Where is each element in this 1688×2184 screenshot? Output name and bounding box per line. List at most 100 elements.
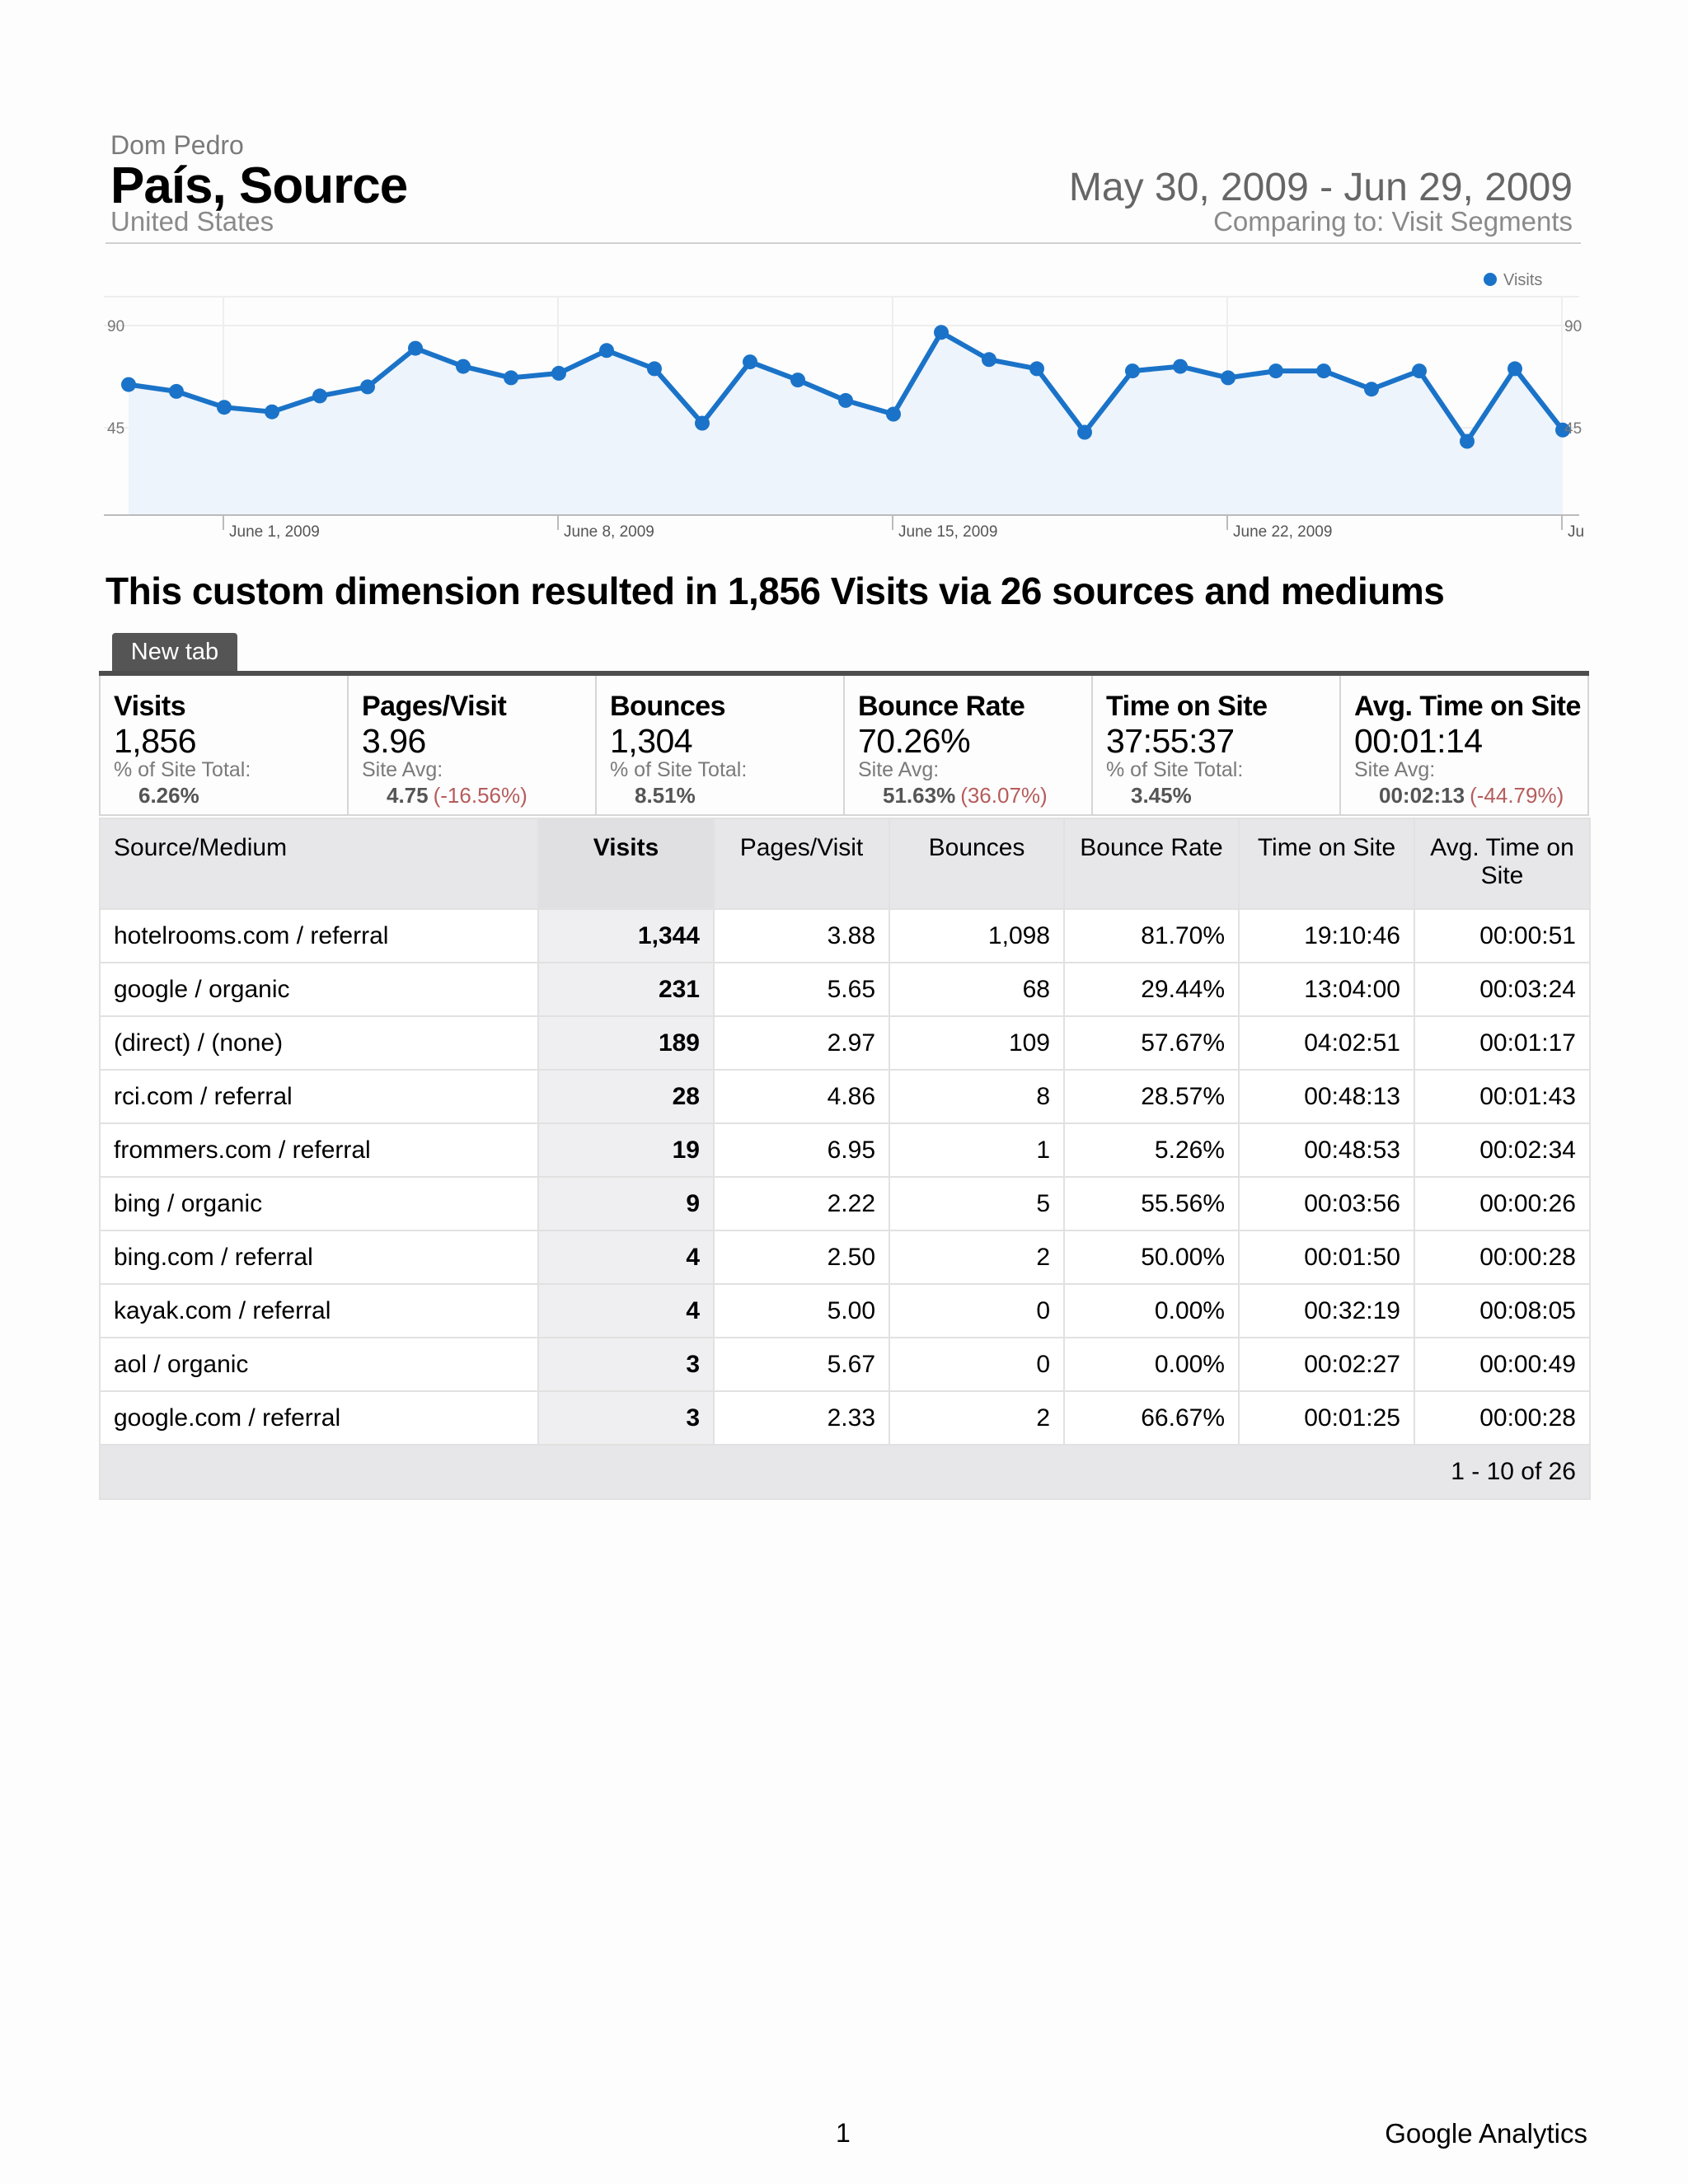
legend-marker bbox=[1484, 273, 1497, 286]
column-header-pages-visit[interactable]: Pages/Visit bbox=[713, 818, 890, 910]
data-point[interactable] bbox=[1316, 363, 1331, 379]
column-header-avg-time-on-site[interactable]: Avg. Time on Site bbox=[1414, 818, 1591, 910]
data-point[interactable] bbox=[743, 354, 757, 370]
table-cell: 109 bbox=[889, 1015, 1065, 1071]
table-cell: 4.86 bbox=[713, 1069, 890, 1124]
legend-label-visits: Visits bbox=[1503, 271, 1542, 289]
x-tick-label: Ju bbox=[1568, 523, 1584, 541]
report-header: Dom Pedro País, Source United States May… bbox=[106, 130, 1581, 244]
table-cell: 4 bbox=[537, 1283, 715, 1338]
column-header-source-medium[interactable]: Source/Medium bbox=[99, 818, 539, 910]
data-point[interactable] bbox=[551, 365, 566, 381]
metric-label: Bounce Rate bbox=[858, 691, 1025, 722]
table-cell: 5.67 bbox=[713, 1337, 890, 1392]
column-header-time-on-site[interactable]: Time on Site bbox=[1238, 818, 1415, 910]
table-row: kayak.com / referral 4 5.00 0 0.00% 00:32:19 0… bbox=[99, 1283, 1591, 1338]
table-cell: 0.00% bbox=[1063, 1337, 1240, 1392]
data-point[interactable] bbox=[1364, 382, 1379, 397]
data-point[interactable] bbox=[1125, 363, 1140, 379]
metric-caption: % of Site Total: bbox=[1106, 758, 1244, 781]
metric-bounces[interactable]: Bounces 1,304% of Site Total: 8.51% bbox=[597, 676, 845, 814]
data-point[interactable] bbox=[934, 325, 949, 340]
metric-compare-value: 00:02:13 bbox=[1379, 783, 1465, 808]
data-point[interactable] bbox=[504, 370, 518, 386]
column-header-bounces[interactable]: Bounces bbox=[889, 818, 1065, 910]
metric-caption: Site Avg: bbox=[362, 758, 443, 781]
date-range[interactable]: May 30, 2009 - Jun 29, 2009 bbox=[1068, 166, 1573, 209]
table-cell: 28 bbox=[537, 1069, 715, 1124]
data-point[interactable] bbox=[1173, 359, 1188, 374]
source-medium-link[interactable]: hotelrooms.com / referral bbox=[99, 908, 539, 963]
tab-new[interactable]: New tab bbox=[112, 633, 237, 671]
data-point[interactable] bbox=[1221, 370, 1236, 386]
source-medium-link[interactable]: kayak.com / referral bbox=[99, 1283, 539, 1338]
metric-delta: (-44.79%) bbox=[1470, 783, 1564, 808]
column-header-visits[interactable]: Visits bbox=[537, 818, 715, 910]
data-point[interactable] bbox=[312, 388, 327, 404]
table-cell: 00:02:34 bbox=[1414, 1122, 1591, 1178]
data-point[interactable] bbox=[1555, 422, 1570, 438]
metric-avg-time-on-site[interactable]: Avg. Time on Site 00:01:14 Site Avg: 00:02:… bbox=[1341, 676, 1589, 814]
source-medium-link[interactable]: bing.com / referral bbox=[99, 1230, 539, 1285]
source-medium-link[interactable]: google / organic bbox=[99, 962, 539, 1017]
data-point[interactable] bbox=[790, 373, 805, 388]
metric-caption: Site Avg: bbox=[1354, 758, 1436, 781]
metric-summary: Visits 1,856% of Site Total: 6.26% Pages/Vi… bbox=[99, 676, 1589, 816]
table-cell: 2 bbox=[889, 1390, 1065, 1446]
metric-value: 1,856 bbox=[114, 722, 197, 760]
table-cell: 3 bbox=[537, 1390, 715, 1446]
data-point[interactable] bbox=[169, 383, 184, 399]
x-tick-label: June 15, 2009 bbox=[898, 523, 997, 541]
table-cell: 50.00% bbox=[1063, 1230, 1240, 1285]
site-name: Dom Pedro bbox=[110, 130, 244, 160]
metric-pages-visit[interactable]: Pages/Visit 3.96 Site Avg: 4.75 (-16.56%) bbox=[349, 676, 597, 814]
table-cell: 00:01:25 bbox=[1238, 1390, 1415, 1446]
metric-compare-value: 3.45% bbox=[1131, 783, 1192, 808]
metric-comparison: 3.45% bbox=[1131, 783, 1197, 808]
metric-comparison: 51.63% (36.07%) bbox=[883, 783, 1048, 808]
source-medium-link[interactable]: (direct) / (none) bbox=[99, 1015, 539, 1071]
column-header-bounce-rate[interactable]: Bounce Rate bbox=[1063, 818, 1240, 910]
table-cell: 29.44% bbox=[1063, 962, 1240, 1017]
metric-visits[interactable]: Visits 1,856% of Site Total: 6.26% bbox=[101, 676, 349, 814]
metric-bounce-rate[interactable]: Bounce Rate 70.26% Site Avg: 51.63% (36.07%) bbox=[845, 676, 1093, 814]
table-cell: 00:00:28 bbox=[1414, 1230, 1591, 1285]
data-point[interactable] bbox=[886, 406, 901, 422]
data-point[interactable] bbox=[1268, 363, 1283, 379]
data-point[interactable] bbox=[217, 400, 232, 415]
table-cell: 19 bbox=[537, 1122, 715, 1178]
data-point[interactable] bbox=[1029, 361, 1044, 377]
source-medium-link[interactable]: google.com / referral bbox=[99, 1390, 539, 1446]
metric-caption: % of Site Total: bbox=[610, 758, 748, 781]
data-point[interactable] bbox=[599, 343, 614, 359]
y-tick-label-right: 90 bbox=[1564, 318, 1582, 335]
metric-delta: (-16.56%) bbox=[433, 783, 528, 808]
data-point[interactable] bbox=[982, 352, 996, 368]
data-point[interactable] bbox=[1507, 361, 1522, 377]
metric-compare-value: 51.63% bbox=[883, 783, 956, 808]
data-point[interactable] bbox=[408, 340, 423, 356]
data-point[interactable] bbox=[647, 361, 662, 377]
source-medium-link[interactable]: frommers.com / referral bbox=[99, 1122, 539, 1178]
source-medium-link[interactable]: rci.com / referral bbox=[99, 1069, 539, 1124]
table-cell: 00:00:26 bbox=[1414, 1176, 1591, 1231]
source-medium-link[interactable]: bing / organic bbox=[99, 1176, 539, 1231]
data-point[interactable] bbox=[695, 415, 710, 431]
x-tick-label: June 1, 2009 bbox=[229, 523, 320, 541]
data-point[interactable] bbox=[838, 392, 853, 408]
data-point[interactable] bbox=[1460, 434, 1475, 449]
data-point[interactable] bbox=[1077, 424, 1092, 440]
metric-compare-value: 4.75 bbox=[387, 783, 429, 808]
data-point[interactable] bbox=[121, 377, 136, 392]
table-cell: 1,098 bbox=[889, 908, 1065, 963]
data-point[interactable] bbox=[360, 379, 375, 395]
metric-time-on-site[interactable]: Time on Site 37:55:37% of Site Total: 3.45… bbox=[1093, 676, 1341, 814]
report-title: País, Source bbox=[110, 157, 408, 214]
metric-value: 37:55:37 bbox=[1106, 722, 1235, 760]
data-point[interactable] bbox=[265, 404, 279, 419]
table-row: aol / organic 3 5.67 0 0.00% 00:02:27 00:00:49 bbox=[99, 1337, 1591, 1392]
data-point[interactable] bbox=[1412, 363, 1427, 379]
data-point[interactable] bbox=[456, 359, 471, 374]
source-medium-link[interactable]: aol / organic bbox=[99, 1337, 539, 1392]
pagination-label[interactable]: 1 - 10 of 26 bbox=[538, 1444, 1591, 1500]
